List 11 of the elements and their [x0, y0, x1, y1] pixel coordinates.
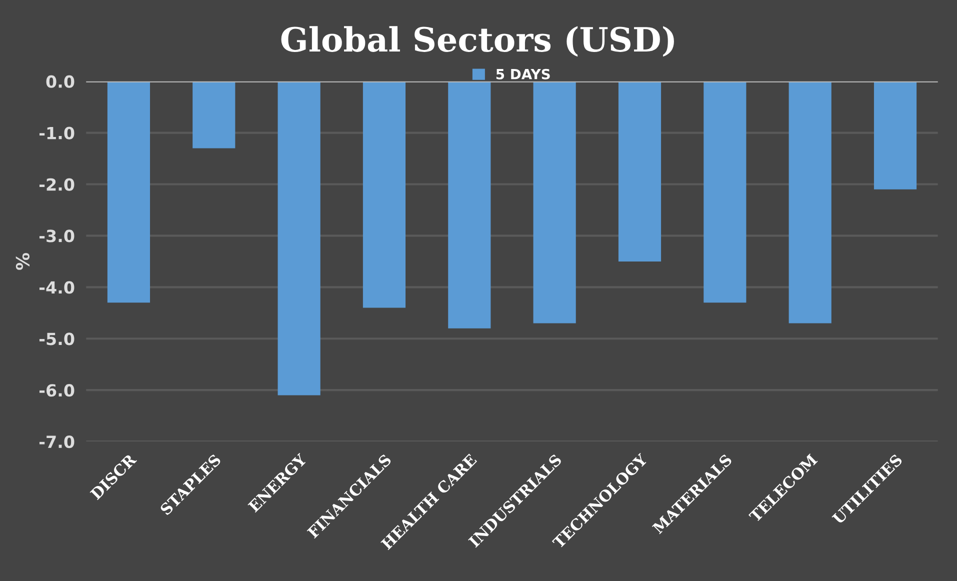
y-tick-label: -2.0 — [39, 178, 74, 191]
chart-title: Global Sectors (USD) — [281, 26, 674, 57]
y-tick-label: -6.0 — [39, 384, 74, 397]
y-tick-label: -4.0 — [39, 281, 74, 294]
y-tick-label: -3.0 — [39, 230, 74, 242]
y-axis-title: % — [16, 252, 30, 270]
legend-label: 5 DAYS — [496, 68, 550, 80]
y-tick-label: -5.0 — [39, 332, 74, 346]
y-tick-label: -7.0 — [39, 436, 74, 448]
y-tick-label: 0.0 — [46, 75, 74, 88]
y-tick-label: -1.0 — [39, 126, 74, 140]
